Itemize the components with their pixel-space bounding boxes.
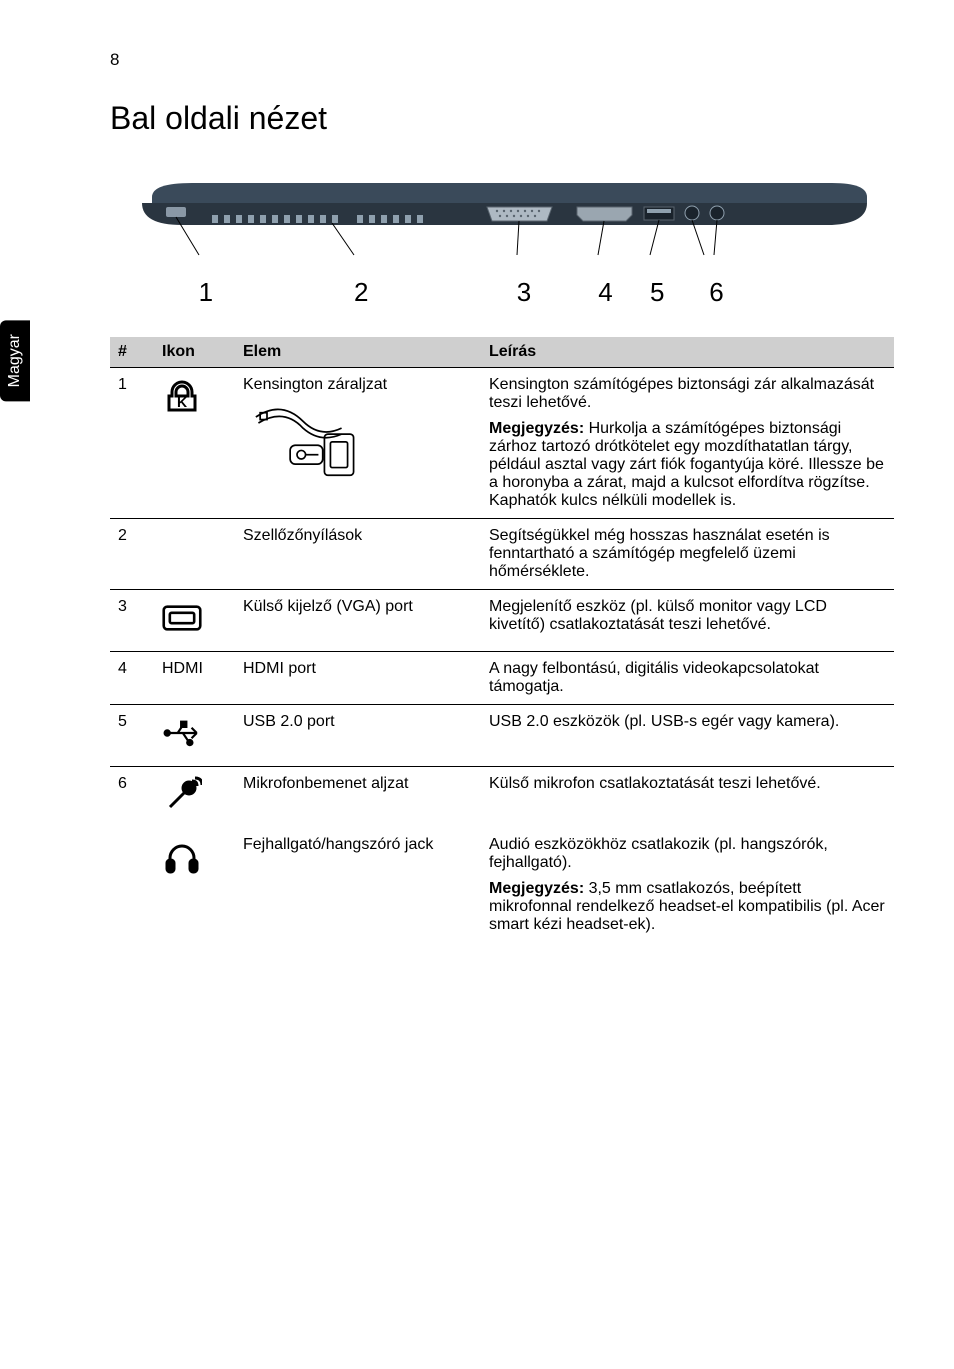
row-elem: Mikrofonbemenet aljzat — [235, 767, 481, 829]
header-elem: Elem — [235, 337, 481, 368]
callout-number: 6 — [709, 277, 723, 308]
table-row: 5 USB 2.0 port USB 2.0 eszközök (pl. USB-s… — [110, 705, 894, 767]
mic-icon — [162, 802, 202, 819]
table-body: 1KKensington záraljzatKensington számító… — [110, 368, 894, 943]
row-number: 6 — [110, 767, 154, 829]
table-row: 2 SzellőzőnyílásokSegítségükkel még hossz… — [110, 519, 894, 590]
page-number: 8 — [110, 50, 894, 70]
note-label: Megjegyzés: — [489, 420, 584, 437]
row-desc-text: USB 2.0 eszközök (pl. USB-s egér vagy ka… — [489, 713, 886, 731]
usb-icon — [162, 740, 202, 757]
ports-table: # Ikon Elem Leírás 1KKensington záraljza… — [110, 337, 894, 942]
row-icon-cell — [154, 767, 235, 829]
table-row: 1KKensington záraljzatKensington számító… — [110, 368, 894, 519]
row-icon-cell — [154, 828, 235, 942]
note-label: Megjegyzés: — [489, 880, 584, 897]
row-desc-text: Megjelenítő eszköz (pl. külső monitor va… — [489, 598, 886, 634]
row-desc: Megjelenítő eszköz (pl. külső monitor va… — [481, 590, 894, 652]
table-row: 4 HDMI HDMI portA nagy felbontású, digitál… — [110, 652, 894, 705]
laptop-side-figure: 1 2 3 4 5 6 — [110, 177, 894, 317]
row-desc: Kensington számítógépes biztonsági zár a… — [481, 368, 894, 519]
row-number — [110, 828, 154, 942]
language-side-tab: Magyar — [0, 320, 30, 401]
row-number: 1 — [110, 368, 154, 519]
laptop-side-svg — [132, 177, 872, 267]
row-desc: Külső mikrofon csatlakoztatását teszi le… — [481, 767, 894, 829]
row-icon-cell — [154, 590, 235, 652]
vga-icon — [162, 625, 202, 642]
row-icon-cell — [154, 705, 235, 767]
hdmi-text-icon: HDMI — [162, 660, 203, 677]
row-elem: USB 2.0 port — [235, 705, 481, 767]
table-row: 6 Mikrofonbemenet aljzat Külső mikrofon cs… — [110, 767, 894, 829]
row-desc-text: Külső mikrofon csatlakoztatását teszi le… — [489, 775, 886, 793]
row-elem: Kensington záraljzat — [235, 368, 481, 519]
lock-cable-illustration — [243, 402, 473, 497]
row-desc: A nagy felbontású, digitális videokapcso… — [481, 652, 894, 705]
row-number: 4 — [110, 652, 154, 705]
row-elem: Szellőzőnyílások — [235, 519, 481, 590]
row-desc: USB 2.0 eszközök (pl. USB-s egér vagy ka… — [481, 705, 894, 767]
headphone-icon — [162, 863, 202, 880]
row-number: 3 — [110, 590, 154, 652]
header-desc: Leírás — [481, 337, 894, 368]
callout-number: 5 — [650, 277, 664, 308]
row-desc: Audió eszközökhöz csatlakozik (pl. hangs… — [481, 828, 894, 942]
table-row: 3 Külső kijelző (VGA) portMegjelenítő esz… — [110, 590, 894, 652]
row-number: 5 — [110, 705, 154, 767]
row-desc-text: Audió eszközökhöz csatlakozik (pl. hangs… — [489, 836, 886, 872]
row-note: Megjegyzés: 3,5 mm csatlakozós, beépítet… — [489, 880, 886, 934]
row-desc: Segítségükkel még hosszas használat eset… — [481, 519, 894, 590]
row-icon-cell: K — [154, 368, 235, 519]
row-elem: Külső kijelző (VGA) port — [235, 590, 481, 652]
row-desc-text: Kensington számítógépes biztonsági zár a… — [489, 376, 886, 412]
callout-number: 4 — [598, 277, 612, 308]
page-title: Bal oldali nézet — [110, 100, 894, 137]
svg-text:K: K — [177, 394, 187, 410]
header-num: # — [110, 337, 154, 368]
row-elem: HDMI port — [235, 652, 481, 705]
row-desc-text: Segítségükkel még hosszas használat eset… — [489, 527, 886, 581]
figure-callouts: 1 2 3 4 5 6 — [132, 267, 872, 317]
kensington-lock-icon: K — [162, 403, 202, 420]
callout-number: 3 — [517, 277, 531, 308]
row-icon-cell: HDMI — [154, 652, 235, 705]
callout-number: 1 — [199, 277, 213, 308]
row-number: 2 — [110, 519, 154, 590]
callout-number: 2 — [354, 277, 368, 308]
row-elem: Fejhallgató/hangszóró jack — [235, 828, 481, 942]
table-header-row: # Ikon Elem Leírás — [110, 337, 894, 368]
table-row: Fejhallgató/hangszóró jackAudió eszközök… — [110, 828, 894, 942]
row-icon-cell — [154, 519, 235, 590]
header-icon: Ikon — [154, 337, 235, 368]
row-desc-text: A nagy felbontású, digitális videokapcso… — [489, 660, 886, 696]
row-note: Megjegyzés: Hurkolja a számítógépes bizt… — [489, 420, 886, 510]
